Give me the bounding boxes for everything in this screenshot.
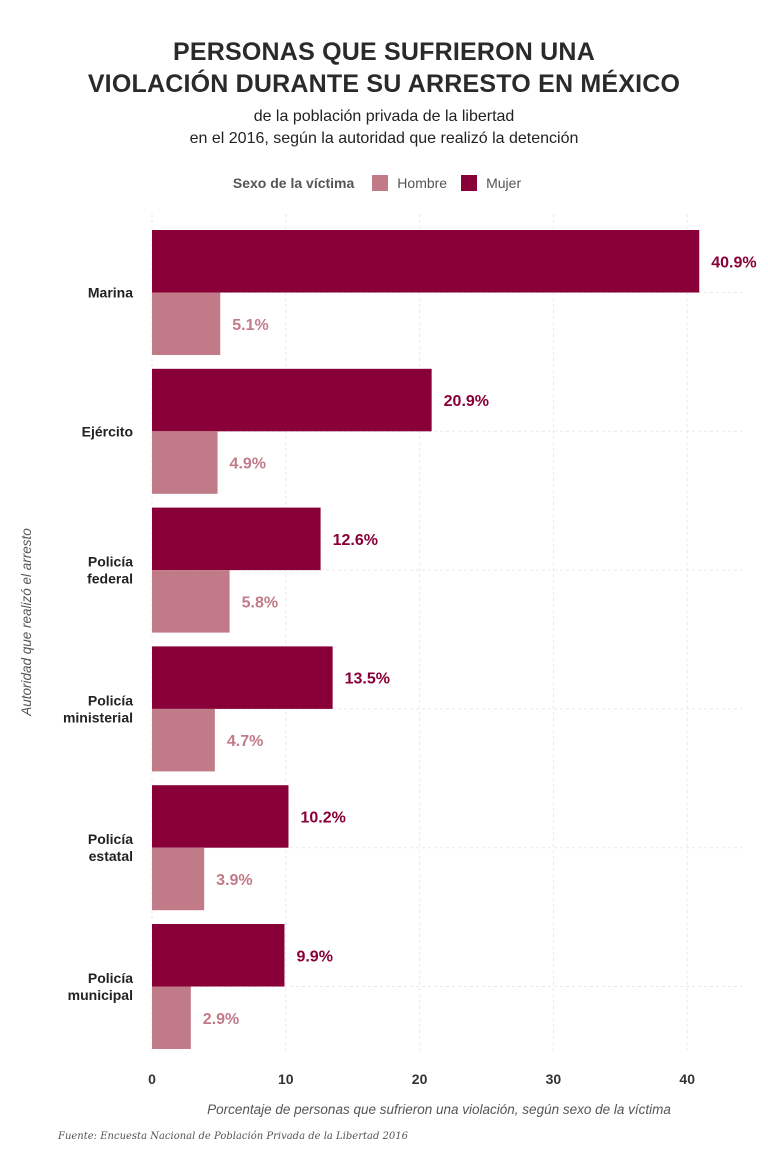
x-tick-label: 30 (546, 1071, 562, 1087)
data-label-hombre: 5.1% (232, 317, 268, 334)
data-label-hombre: 4.9% (230, 456, 266, 473)
chart-subtitle-line-2: en el 2016, según la autoridad que reali… (189, 130, 579, 147)
bar-mujer (152, 368, 432, 432)
bar-mujer (152, 230, 700, 293)
data-label-mujer: 10.2% (300, 809, 345, 826)
data-label-hombre: 2.9% (203, 1011, 239, 1028)
bar-hombre (152, 292, 221, 355)
bar-hombre (152, 570, 230, 633)
x-tick-label: 10 (278, 1071, 294, 1087)
data-label-mujer: 20.9% (444, 393, 489, 410)
legend-swatch-hombre (372, 175, 389, 191)
x-axis-title: Porcentaje de personas que sufrieron una… (207, 1102, 671, 1117)
bar-hombre (152, 847, 205, 911)
x-tick-label: 20 (412, 1071, 428, 1087)
data-label-mujer: 40.9% (711, 254, 756, 271)
bar-hombre (152, 986, 191, 1049)
bar-hombre (152, 708, 215, 772)
category-label: Policía (88, 970, 133, 986)
category-label: federal (87, 571, 133, 587)
data-label-hombre: 5.8% (242, 594, 278, 611)
y-axis-title: Autoridad que realizó el arresto (19, 528, 34, 717)
data-label-mujer: 12.6% (333, 532, 378, 549)
legend-item-hombre: Hombre (372, 175, 447, 191)
bar-mujer (152, 507, 321, 571)
category-label: Policía (88, 692, 133, 708)
chart-subtitle: de la población privada de la libertad e… (0, 106, 768, 150)
legend: Sexo de la víctima Hombre Mujer (0, 175, 768, 191)
legend-swatch-mujer (461, 175, 478, 191)
category-label: estatal (89, 848, 133, 864)
category-label: ministerial (63, 709, 133, 725)
legend-title: Sexo de la víctima (232, 175, 355, 191)
data-label-hombre: 4.7% (227, 733, 263, 750)
chart-subtitle-line-1: de la población privada de la libertad (253, 108, 515, 125)
x-tick-label: 40 (679, 1071, 695, 1087)
bar-hombre (152, 431, 218, 494)
source-note: Fuente: Encuesta Nacional de Población P… (58, 1131, 409, 1142)
legend-label-mujer: Mujer (486, 175, 522, 191)
category-label: Policía (88, 554, 133, 570)
chart-title-line-2: VIOLACIÓN DURANTE SU ARRESTO EN MÉXICO (87, 70, 681, 98)
chart-title-line-1: PERSONAS QUE SUFRIERON UNA (173, 38, 595, 66)
data-label-mujer: 13.5% (345, 671, 390, 688)
legend-item-mujer: Mujer (461, 175, 521, 191)
chart-title: PERSONAS QUE SUFRIERON UNA VIOLACIÓN DUR… (0, 36, 768, 100)
category-label: municipal (68, 987, 133, 1003)
data-label-mujer: 9.9% (296, 948, 332, 965)
category-label: Marina (88, 285, 133, 301)
category-label: Policía (88, 831, 133, 847)
data-label-hombre: 3.9% (216, 872, 252, 889)
bar-mujer (152, 646, 333, 709)
bar-mujer (152, 924, 285, 987)
legend-label-hombre: Hombre (397, 175, 448, 191)
x-tick-label: 0 (148, 1071, 156, 1087)
bar-mujer (152, 785, 289, 848)
category-label: Ejército (82, 423, 133, 439)
